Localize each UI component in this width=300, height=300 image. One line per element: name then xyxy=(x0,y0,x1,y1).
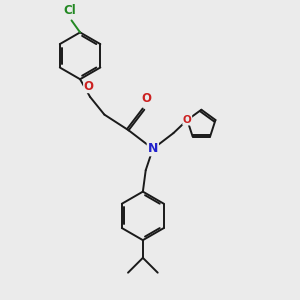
Text: N: N xyxy=(148,142,158,155)
Text: O: O xyxy=(141,92,151,105)
Text: O: O xyxy=(183,115,192,125)
Text: Cl: Cl xyxy=(64,4,76,17)
Text: O: O xyxy=(84,80,94,93)
